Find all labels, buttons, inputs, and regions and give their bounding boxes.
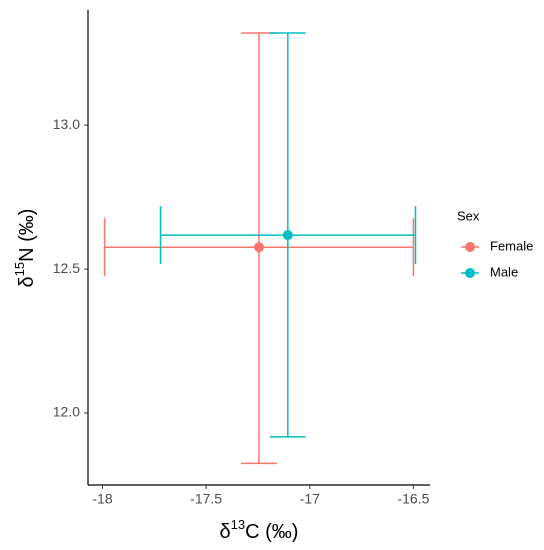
x-title-suffix: C (‰) [245,521,298,543]
y-tick-label: 13.0 [53,116,80,132]
y-title-prefix: δ [16,276,38,287]
x-tick-label: -18 [92,491,112,507]
legend-label: Female [490,238,533,253]
y-tick-label: 12.0 [53,404,80,420]
x-tick-label: -17 [300,491,320,507]
x-tick-label: -17.5 [190,491,222,507]
point [282,230,293,241]
y-axis-title: δ15N (‰) [12,209,38,288]
y-title-suffix: N (‰) [16,209,38,262]
x-axis-title: δ13C (‰) [220,517,299,543]
x-title-sup: 13 [231,517,245,532]
legend-marker [465,268,475,278]
legend-title: Sex [457,208,480,223]
point [254,242,264,253]
legend-label: Male [490,264,518,279]
y-title-sup: 15 [12,262,27,276]
x-tick-label: -16.5 [397,491,429,507]
legend-marker [465,242,475,252]
y-tick-label: 12.5 [53,260,80,276]
x-title-prefix: δ [220,521,231,543]
